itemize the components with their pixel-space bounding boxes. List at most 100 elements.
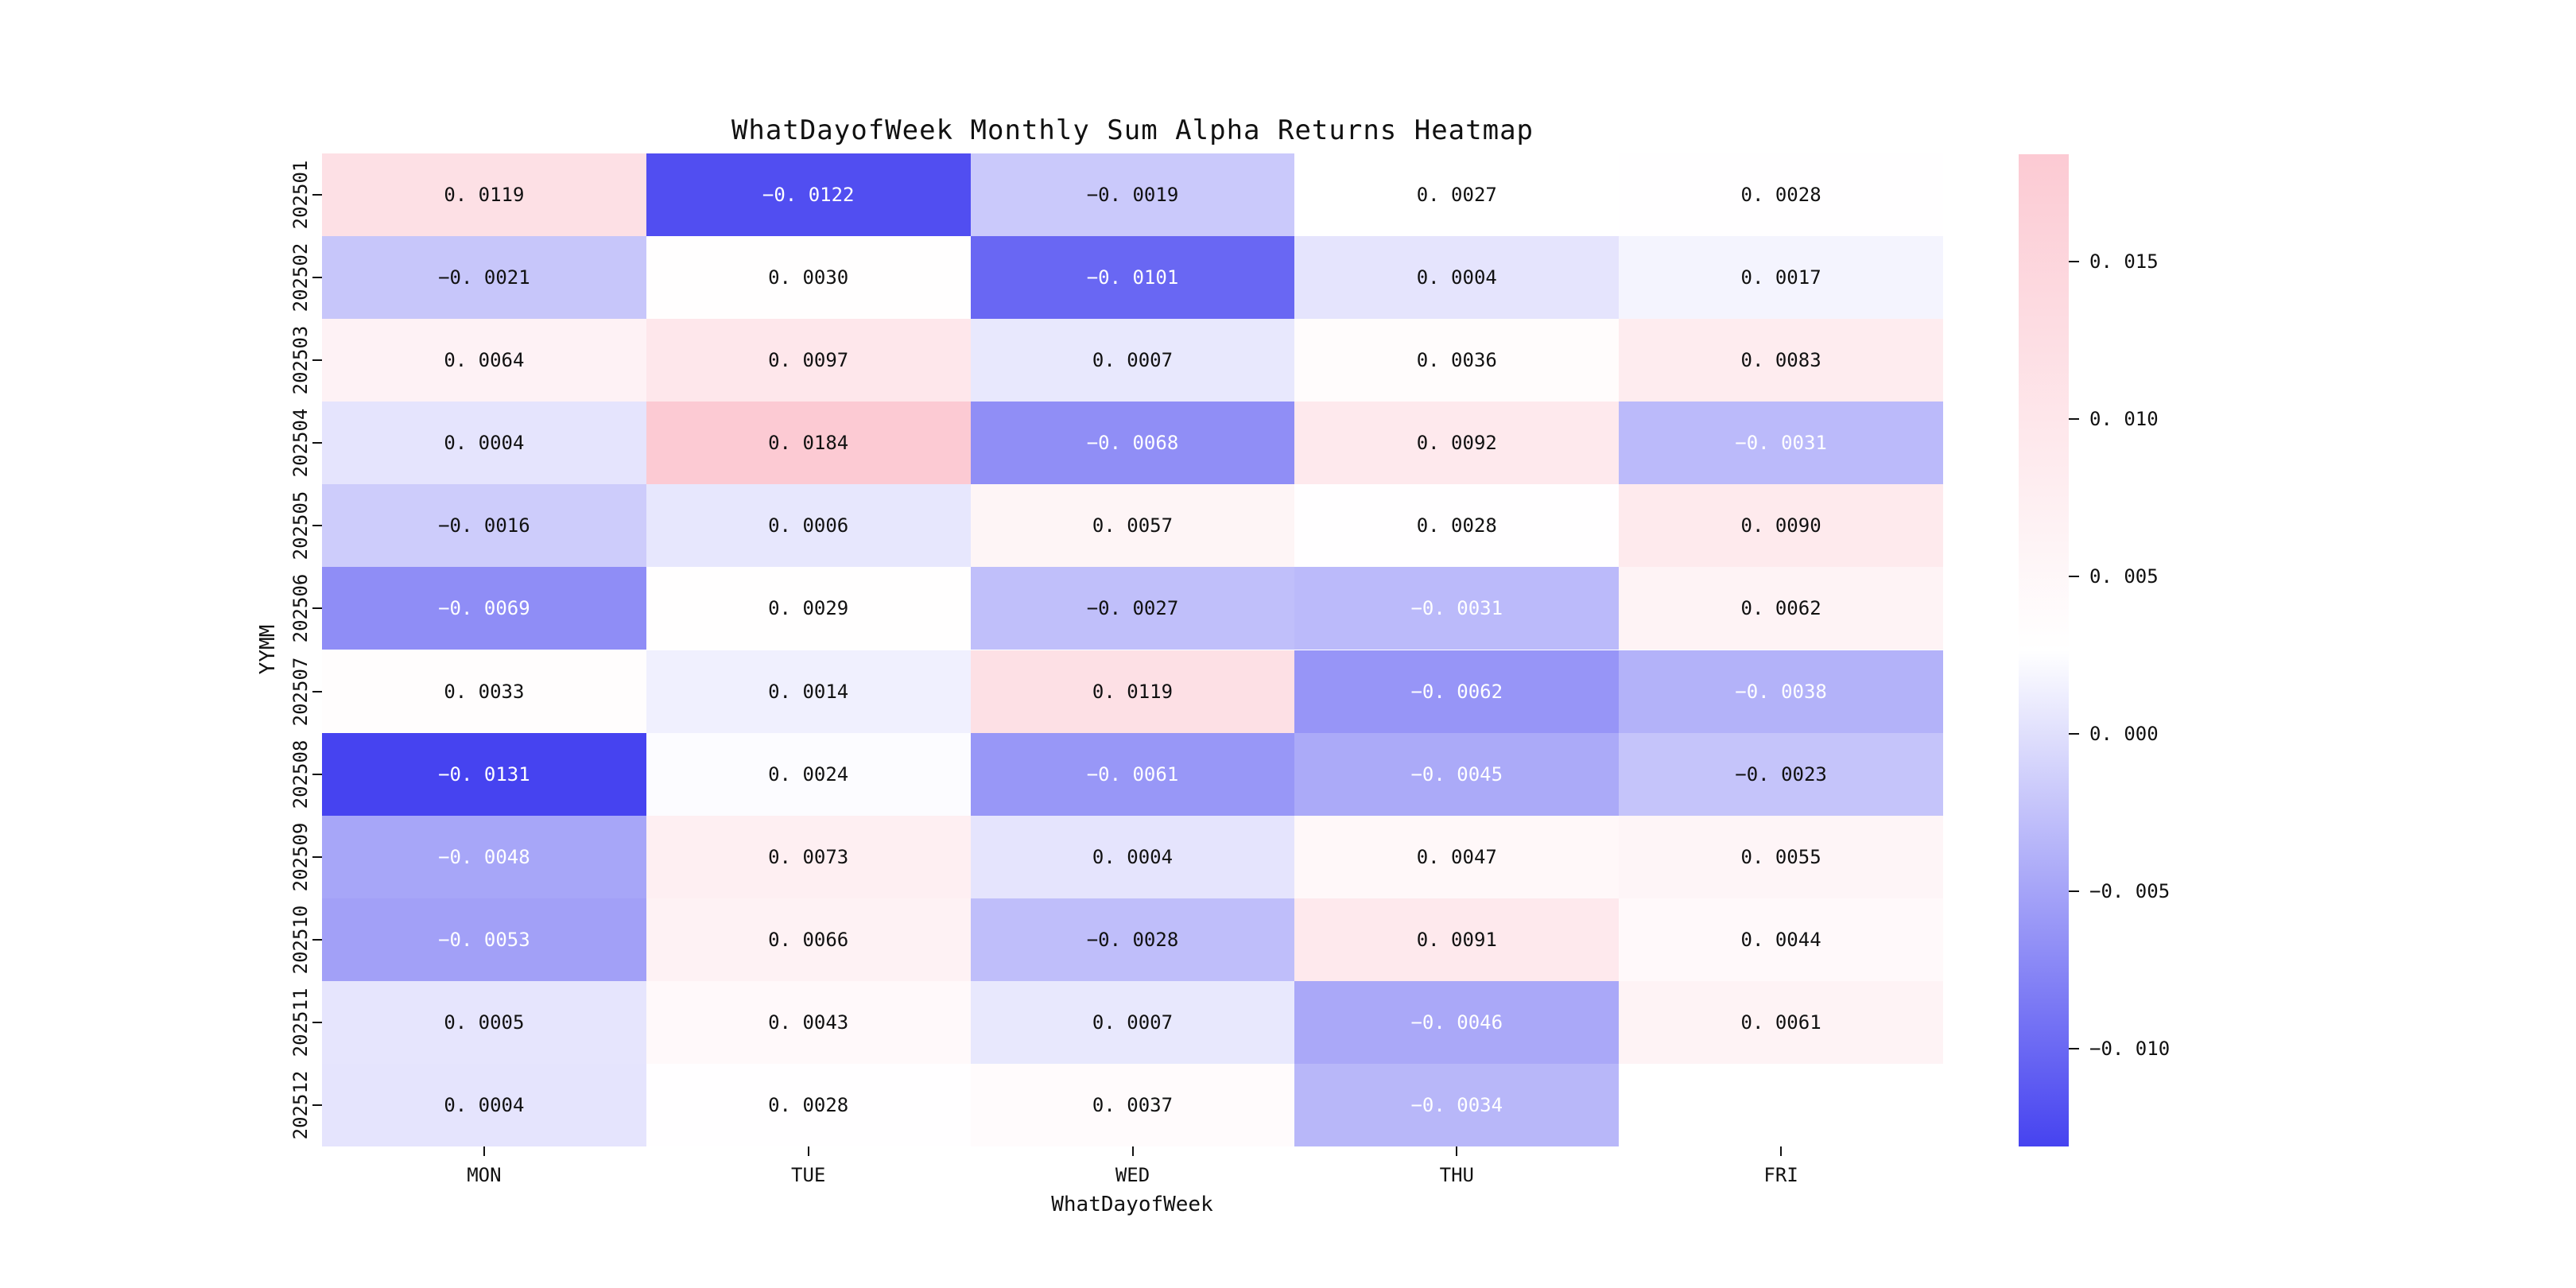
colorbar-tick-label: −0. 010 — [2089, 1038, 2171, 1061]
x-tick-mark — [1456, 1146, 1458, 1156]
y-tick-mark — [312, 442, 322, 444]
heatmap-cell: 0. 0014 — [646, 650, 971, 733]
y-tick-label: 202501 — [289, 160, 312, 230]
y-tick-mark — [312, 1021, 322, 1023]
heatmap-cell — [1619, 1063, 1943, 1146]
heatmap-cell: 0. 0064 — [322, 319, 646, 402]
y-tick-label: 202511 — [289, 987, 312, 1057]
y-axis-label: YYMM — [256, 624, 280, 675]
heatmap-cell: 0. 0044 — [1619, 898, 1943, 981]
heatmap-cell: 0. 0007 — [970, 980, 1295, 1064]
heatmap-cell: −0. 0034 — [1294, 1063, 1620, 1146]
y-tick-label: 202506 — [289, 574, 312, 643]
heatmap-cell: 0. 0028 — [1619, 153, 1943, 237]
heatmap-cell: 0. 0062 — [1619, 567, 1943, 650]
y-tick-label: 202508 — [289, 739, 312, 809]
heatmap-cell: −0. 0046 — [1294, 980, 1620, 1064]
y-tick-label: 202502 — [289, 242, 312, 312]
y-tick-mark — [312, 773, 322, 775]
heatmap-cell: −0. 0031 — [1619, 402, 1943, 485]
x-tick-mark — [1131, 1146, 1134, 1156]
heatmap-cell: −0. 0101 — [970, 236, 1295, 320]
heatmap-cell: 0. 0184 — [646, 402, 971, 485]
heatmap-cell: −0. 0021 — [322, 236, 646, 320]
heatmap-cell: 0. 0029 — [646, 567, 971, 650]
heatmap-cell: −0. 0023 — [1619, 732, 1943, 816]
heatmap-cell: −0. 0068 — [970, 402, 1295, 485]
x-axis-label: WhatDayofWeek — [1051, 1193, 1213, 1216]
y-tick-label: 202503 — [289, 325, 312, 395]
heatmap-cell: −0. 0019 — [970, 153, 1295, 237]
x-tick-label: MON — [467, 1164, 502, 1186]
heatmap-cell: 0. 0004 — [1294, 236, 1620, 320]
heatmap-plot-area: 0. 0119 −0. 0122 −0. 0019 0. 0027 0. 0028 −0.… — [322, 153, 1943, 1146]
heatmap-cell: −0. 0027 — [970, 567, 1295, 650]
heatmap-cell: −0. 0131 — [322, 732, 646, 816]
y-tick-mark — [312, 690, 322, 692]
heatmap-cell: 0. 0097 — [646, 319, 971, 402]
y-tick-mark — [312, 1104, 322, 1106]
heatmap-cell: 0. 0092 — [1294, 402, 1620, 485]
colorbar-tick-mark — [2069, 890, 2079, 893]
heatmap-cell: 0. 0030 — [646, 236, 971, 320]
heatmap-cell: 0. 0006 — [646, 484, 971, 568]
y-tick-mark — [312, 855, 322, 858]
heatmap-cell: −0. 0031 — [1294, 567, 1620, 650]
x-tick-label: THU — [1439, 1164, 1474, 1186]
heatmap-cell: 0. 0036 — [1294, 319, 1620, 402]
heatmap-cell: −0. 0028 — [970, 898, 1295, 981]
y-tick-mark — [312, 938, 322, 941]
x-tick-mark — [1780, 1146, 1783, 1156]
y-tick-mark — [312, 277, 322, 279]
heatmap-cell: −0. 0122 — [646, 153, 971, 237]
colorbar-tick-label: 0. 005 — [2089, 564, 2159, 588]
heatmap-cell: 0. 0027 — [1294, 153, 1620, 237]
heatmap-cell: −0. 0053 — [322, 898, 646, 981]
heatmap-cell: −0. 0038 — [1619, 650, 1943, 733]
heatmap-cell: 0. 0119 — [322, 153, 646, 237]
x-tick-mark — [483, 1146, 485, 1156]
heatmap-cell: 0. 0091 — [1294, 898, 1620, 981]
heatmap-cell: 0. 0047 — [1294, 815, 1620, 898]
heatmap-cell: 0. 0004 — [322, 1063, 646, 1146]
heatmap-cell: −0. 0062 — [1294, 650, 1620, 733]
colorbar-tick-mark — [2069, 732, 2079, 735]
heatmap-cell: 0. 0028 — [1294, 484, 1620, 568]
colorbar-tick-mark — [2069, 575, 2079, 577]
y-tick-label: 202505 — [289, 491, 312, 561]
heatmap-cell: −0. 0061 — [970, 732, 1295, 816]
x-tick-label: FRI — [1763, 1164, 1798, 1186]
colorbar-tick-label: 0. 010 — [2089, 407, 2159, 430]
chart-title: WhatDayofWeek Monthly Sum Alpha Returns … — [731, 114, 1534, 146]
heatmap-cell: −0. 0045 — [1294, 732, 1620, 816]
x-tick-label: WED — [1115, 1164, 1150, 1186]
colorbar — [2019, 154, 2069, 1146]
heatmap-cell: 0. 0037 — [970, 1063, 1295, 1146]
x-tick-label: TUE — [791, 1164, 826, 1186]
y-tick-mark — [312, 525, 322, 527]
heatmap-cell: 0. 0057 — [970, 484, 1295, 568]
colorbar-tick-mark — [2069, 1048, 2079, 1050]
colorbar-tick-label: 0. 015 — [2089, 250, 2159, 273]
colorbar-tick-mark — [2069, 260, 2079, 262]
heatmap-cell: 0. 0073 — [646, 815, 971, 898]
x-tick-mark — [807, 1146, 809, 1156]
heatmap-cell: 0. 0005 — [322, 980, 646, 1064]
heatmap-cell: 0. 0004 — [322, 402, 646, 485]
heatmap-cell: 0. 0066 — [646, 898, 971, 981]
heatmap-cell: 0. 0028 — [646, 1063, 971, 1146]
y-tick-label: 202507 — [289, 657, 312, 726]
heatmap-cell: 0. 0024 — [646, 732, 971, 816]
y-tick-mark — [312, 607, 322, 610]
heatmap-cell: −0. 0016 — [322, 484, 646, 568]
heatmap-cell: 0. 0055 — [1619, 815, 1943, 898]
heatmap-cell: −0. 0069 — [322, 567, 646, 650]
colorbar-tick-mark — [2069, 417, 2079, 420]
y-tick-label: 202512 — [289, 1070, 312, 1140]
colorbar-tick-label: 0. 000 — [2089, 722, 2159, 745]
heatmap-cell: 0. 0061 — [1619, 980, 1943, 1064]
y-tick-mark — [312, 359, 322, 362]
heatmap-cell: 0. 0007 — [970, 319, 1295, 402]
heatmap-cell: 0. 0090 — [1619, 484, 1943, 568]
